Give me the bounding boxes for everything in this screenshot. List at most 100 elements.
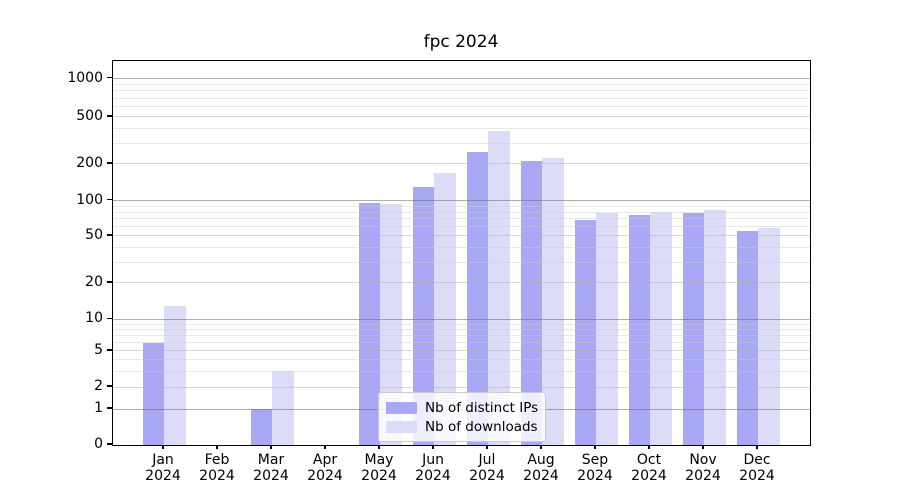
gridline-minor — [113, 246, 810, 248]
grid-layer — [113, 61, 810, 445]
y-tick — [107, 443, 112, 445]
x-tick — [756, 445, 758, 449]
gridline-minor — [113, 342, 810, 344]
x-tick-year: 2024 — [469, 467, 505, 484]
x-tick-label-aug: Aug 2024 — [509, 452, 573, 484]
gridline-minor — [113, 370, 810, 372]
x-tick-year: 2024 — [199, 467, 235, 484]
x-tick — [594, 445, 596, 449]
bar-downloads-may — [380, 203, 402, 445]
bar-distinct-ips-dec — [736, 231, 758, 445]
gridline-major — [113, 200, 810, 202]
bar-distinct-ips-sep — [574, 219, 596, 445]
x-tick-year: 2024 — [415, 467, 451, 484]
y-tick — [107, 349, 112, 351]
x-tick-year: 2024 — [577, 467, 613, 484]
y-tick-label: 1000 — [67, 69, 103, 86]
x-tick-month: Dec — [743, 452, 771, 468]
gridline-minor — [113, 323, 810, 325]
y-tick-label: 100 — [76, 191, 103, 208]
x-tick-month: Feb — [204, 452, 230, 468]
x-tick — [216, 445, 218, 449]
gridline-minor — [113, 106, 810, 108]
x-tick-label-apr: Apr 2024 — [293, 452, 357, 484]
x-tick-month: Oct — [636, 452, 662, 468]
bar-distinct-ips-jun — [412, 186, 434, 445]
x-tick — [702, 445, 704, 449]
x-tick — [432, 445, 434, 449]
gridline-mid — [113, 350, 810, 352]
y-tick-label: 10 — [85, 310, 103, 327]
x-tick-year: 2024 — [739, 467, 775, 484]
gridline-mid — [113, 282, 810, 284]
x-tick-label-sep: Sep 2024 — [563, 452, 627, 484]
bar-downloads-mar — [272, 371, 294, 445]
x-tick-label-oct: Oct 2024 — [617, 452, 681, 484]
gridline-minor — [113, 90, 810, 92]
y-tick — [107, 76, 112, 79]
x-tick — [486, 445, 488, 449]
legend-item-downloads: Nb of downloads — [386, 417, 538, 436]
x-tick-label-nov: Nov 2024 — [671, 452, 735, 484]
gridline-minor — [113, 97, 810, 99]
gridline-minor — [113, 142, 810, 144]
bar-distinct-ips-jul — [466, 151, 488, 445]
gridline-minor — [113, 83, 810, 85]
y-tick-label: 0 — [94, 436, 103, 452]
legend-label-distinct-ips: Nb of distinct IPs — [425, 399, 539, 416]
x-tick-label-jan: Jan 2024 — [131, 452, 195, 484]
x-tick — [378, 445, 380, 449]
bar-downloads-nov — [704, 209, 726, 445]
x-tick-month: Aug — [527, 452, 555, 468]
bar-distinct-ips-jan — [142, 342, 164, 445]
x-tick-label-mar: Mar 2024 — [239, 452, 303, 484]
x-tick-year: 2024 — [145, 467, 181, 484]
plot-area: Nb of distinct IPs Nb of downloads — [112, 60, 811, 446]
y-tick-label: 200 — [76, 154, 103, 171]
x-tick-month: Jan — [152, 452, 174, 468]
bar-distinct-ips-mar — [250, 409, 272, 445]
x-tick-month: Mar — [257, 452, 285, 468]
y-tick-label: 500 — [76, 107, 103, 124]
gridline-minor — [113, 218, 810, 220]
y-tick — [107, 317, 112, 319]
bar-downloads-jul — [488, 131, 510, 445]
bar-downloads-jan — [164, 305, 186, 445]
gridline-major — [113, 318, 810, 320]
gridline-mid — [113, 235, 810, 237]
y-tick — [107, 234, 112, 236]
chart-title: fpc 2024 — [423, 32, 499, 52]
gridline-minor — [113, 205, 810, 207]
y-tick-label: 5 — [94, 341, 103, 358]
x-tick — [540, 445, 542, 449]
x-tick-month: Apr — [312, 452, 338, 468]
gridline-minor — [113, 261, 810, 263]
bar-downloads-aug — [542, 158, 564, 445]
legend: Nb of distinct IPs Nb of downloads — [378, 392, 546, 442]
x-tick-month: Nov — [689, 452, 717, 468]
x-tick-year: 2024 — [253, 467, 289, 484]
legend-label-downloads: Nb of downloads — [425, 418, 538, 435]
gridline-minor — [113, 335, 810, 337]
gridline-minor — [113, 127, 810, 129]
bar-distinct-ips-aug — [520, 161, 542, 445]
x-tick-month: Jun — [422, 452, 444, 468]
x-tick — [324, 445, 326, 449]
x-tick — [162, 445, 164, 449]
bar-downloads-jun — [434, 172, 456, 445]
legend-item-distinct-ips: Nb of distinct IPs — [386, 398, 538, 417]
x-tick-year: 2024 — [685, 467, 721, 484]
gridline-minor — [113, 226, 810, 228]
x-tick-label-may: May 2024 — [347, 452, 411, 484]
gridline-minor — [113, 359, 810, 361]
y-tick — [107, 115, 112, 117]
y-tick — [107, 162, 112, 164]
x-tick-year: 2024 — [631, 467, 667, 484]
x-tick-year: 2024 — [307, 467, 343, 484]
gridline-minor — [113, 329, 810, 330]
y-tick — [107, 281, 112, 283]
x-tick-label-jun: Jun 2024 — [401, 452, 465, 484]
bar-distinct-ips-may — [358, 203, 380, 445]
gridline-mid — [113, 386, 810, 388]
